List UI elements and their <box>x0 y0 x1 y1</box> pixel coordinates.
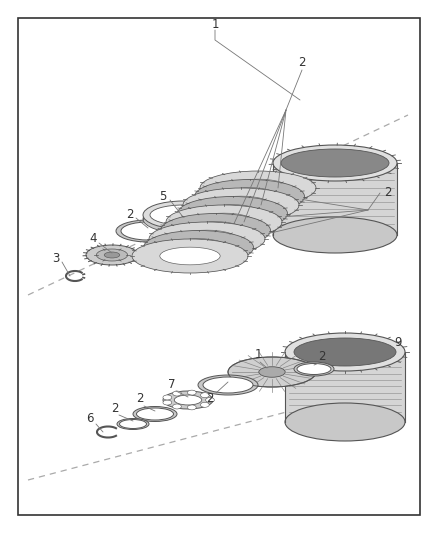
Ellipse shape <box>137 408 173 420</box>
Ellipse shape <box>163 400 172 405</box>
Ellipse shape <box>120 419 146 429</box>
Text: 5: 5 <box>159 190 167 203</box>
Ellipse shape <box>150 205 216 225</box>
Ellipse shape <box>187 222 244 239</box>
Ellipse shape <box>149 222 265 256</box>
Ellipse shape <box>285 333 405 371</box>
Ellipse shape <box>86 245 138 265</box>
Ellipse shape <box>170 239 227 256</box>
Ellipse shape <box>201 393 209 398</box>
Ellipse shape <box>133 407 177 422</box>
Ellipse shape <box>228 357 316 387</box>
Ellipse shape <box>121 222 175 240</box>
Text: 2: 2 <box>136 392 144 406</box>
Ellipse shape <box>160 214 271 247</box>
Ellipse shape <box>104 252 120 258</box>
Ellipse shape <box>174 395 202 405</box>
Text: 2: 2 <box>384 187 392 199</box>
Text: 2: 2 <box>206 392 214 405</box>
Ellipse shape <box>163 395 172 400</box>
Ellipse shape <box>166 205 282 239</box>
Text: 2: 2 <box>126 207 134 221</box>
Ellipse shape <box>281 149 389 177</box>
Polygon shape <box>273 163 397 235</box>
Ellipse shape <box>177 197 287 230</box>
Ellipse shape <box>294 338 396 366</box>
Ellipse shape <box>187 405 196 410</box>
Text: 3: 3 <box>52 252 60 264</box>
Text: 4: 4 <box>89 231 97 245</box>
Ellipse shape <box>96 249 127 261</box>
Ellipse shape <box>259 367 285 377</box>
Ellipse shape <box>163 391 213 409</box>
Ellipse shape <box>187 390 196 395</box>
Text: 1: 1 <box>254 349 262 361</box>
Polygon shape <box>285 352 405 422</box>
Text: 2: 2 <box>318 350 326 362</box>
Ellipse shape <box>173 391 181 396</box>
Ellipse shape <box>177 230 237 248</box>
Ellipse shape <box>211 196 271 214</box>
Ellipse shape <box>200 171 316 205</box>
Ellipse shape <box>132 239 248 273</box>
Text: 1: 1 <box>211 18 219 30</box>
Ellipse shape <box>203 377 253 393</box>
Ellipse shape <box>198 375 258 395</box>
Ellipse shape <box>143 201 223 229</box>
Text: 2: 2 <box>298 56 306 69</box>
Text: 2: 2 <box>111 401 119 415</box>
Text: 6: 6 <box>86 411 94 424</box>
Ellipse shape <box>204 205 261 222</box>
Ellipse shape <box>205 398 214 402</box>
Ellipse shape <box>273 217 397 253</box>
Ellipse shape <box>228 179 288 197</box>
Ellipse shape <box>221 188 278 205</box>
Ellipse shape <box>201 402 209 407</box>
Ellipse shape <box>297 364 331 375</box>
Text: 7: 7 <box>168 378 176 392</box>
Ellipse shape <box>173 404 181 409</box>
Ellipse shape <box>160 247 220 265</box>
Ellipse shape <box>143 205 223 233</box>
Ellipse shape <box>116 220 180 242</box>
Ellipse shape <box>285 403 405 441</box>
Ellipse shape <box>144 230 254 264</box>
Ellipse shape <box>117 418 149 430</box>
Ellipse shape <box>294 362 334 376</box>
Ellipse shape <box>273 145 397 181</box>
Ellipse shape <box>194 180 304 214</box>
Text: 9: 9 <box>394 335 402 349</box>
Ellipse shape <box>194 213 254 231</box>
Ellipse shape <box>183 188 299 222</box>
